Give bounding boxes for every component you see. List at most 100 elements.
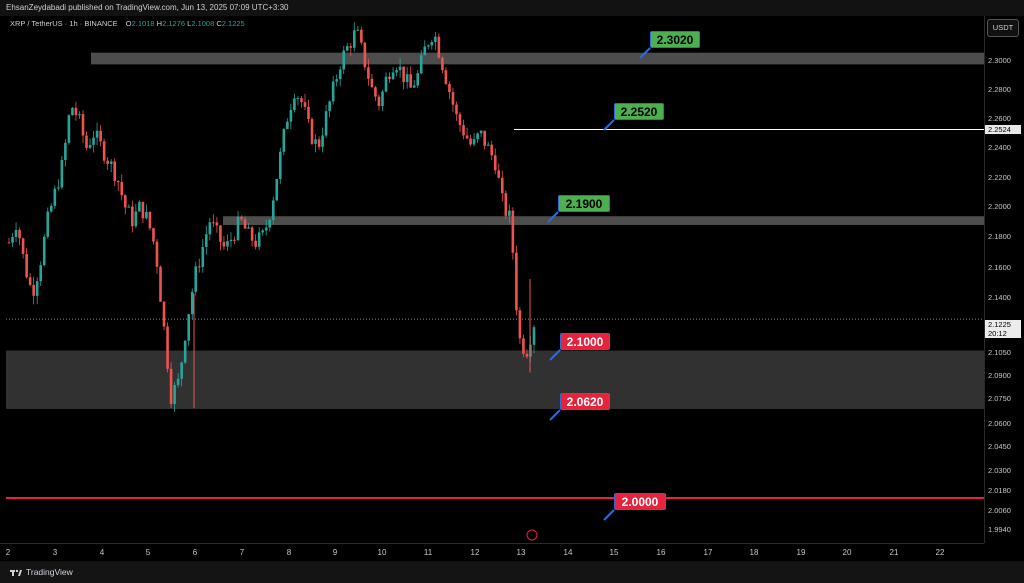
candle-body (261, 230, 264, 233)
time-tick: 13 (516, 548, 526, 557)
price-tick: 2.0180 (988, 486, 1011, 495)
time-tick: 5 (145, 548, 151, 557)
candle-body (525, 353, 529, 357)
candle-body (317, 139, 321, 147)
candle-body (208, 222, 212, 235)
candle-body (377, 96, 381, 106)
candle-body (384, 76, 388, 92)
candle-body (109, 161, 113, 164)
symbol-legend: XRP / TetherUS · 1h · BINANCE O2.1018 H2… (10, 19, 245, 28)
price-tick: 2.0300 (988, 466, 1011, 475)
candle-body (120, 182, 124, 196)
candle-body (32, 284, 35, 296)
candle-body (370, 78, 374, 88)
price-scale[interactable] (984, 16, 1024, 543)
candle-body (444, 70, 448, 85)
candle-body (28, 277, 32, 285)
candle-body (247, 227, 250, 229)
candle-body (289, 110, 293, 122)
price-tick: 2.1600 (988, 263, 1011, 272)
time-tick: 4 (99, 548, 105, 557)
candle-body (85, 135, 88, 148)
time-tick: 21 (889, 548, 899, 557)
candle-body (458, 114, 462, 126)
close-value: 2.1225 (221, 19, 245, 28)
candle-body (296, 98, 300, 100)
candle-body (402, 66, 405, 83)
time-scale[interactable]: 2 3 4 5 6 7 8 9 10 11 12 13 14 15 16 17 18 19 20 21 22 (0, 543, 984, 562)
candle-body (257, 232, 261, 247)
level-label-2.1000[interactable]: 2.1000 (560, 333, 610, 350)
level-label-2.0620[interactable]: 2.0620 (560, 393, 610, 410)
candle-body (243, 219, 247, 229)
level-label-2.3020[interactable]: 2.3020 (650, 31, 700, 48)
candle-body (233, 239, 236, 241)
candle-body (416, 73, 420, 86)
candle-body (194, 266, 198, 292)
candle-body (7, 242, 11, 244)
candle-body (78, 114, 81, 116)
flash-marker-icon (526, 529, 538, 541)
price-tick: 2.2600 (988, 114, 1011, 123)
candle-body (532, 327, 536, 345)
candle-body (391, 72, 395, 80)
candle-body (303, 102, 307, 107)
candle-body (250, 227, 254, 241)
candle-body (25, 253, 28, 278)
time-tick: 15 (609, 548, 619, 557)
price-tick: 2.3000 (988, 56, 1011, 65)
zone-1 (223, 216, 984, 225)
time-tick: 10 (377, 548, 387, 557)
candle-body (134, 211, 138, 227)
candle-body (500, 177, 504, 194)
candle-body (515, 252, 518, 311)
publisher-text: EhsanZeydabadi published on TradingView.… (6, 3, 289, 12)
candle-body (169, 368, 173, 404)
level-label-2.2520[interactable]: 2.2520 (614, 103, 664, 120)
candle-body (518, 310, 522, 339)
candle-body (508, 210, 511, 216)
candle-body (240, 216, 243, 220)
candle-body (448, 84, 451, 93)
candle-body (324, 111, 328, 136)
candle-body (123, 195, 127, 208)
time-tick: 14 (563, 548, 573, 557)
candle-body (49, 205, 53, 212)
candle-body (472, 139, 476, 145)
candle-body (497, 170, 501, 178)
candle-body (419, 55, 423, 74)
candle-body (190, 291, 194, 315)
time-tick: 8 (286, 548, 292, 557)
level-label-2.0000[interactable]: 2.0000 (614, 493, 666, 510)
candlestick-chart[interactable] (6, 16, 984, 543)
candle-body (148, 211, 152, 229)
candle-body (74, 107, 78, 116)
tradingview-brand[interactable]: TradingView (10, 561, 73, 583)
candle-body (522, 338, 525, 354)
candle-body (159, 266, 162, 302)
candle-body (222, 241, 226, 247)
symbol-name[interactable]: XRP / TetherUS · 1h · BINANCE (10, 19, 118, 28)
time-tick: 12 (470, 548, 480, 557)
candle-body (152, 228, 155, 242)
candle-body (53, 188, 57, 206)
candle-body (102, 141, 106, 161)
chart-canvas[interactable] (6, 16, 984, 543)
candle-body (99, 130, 102, 142)
level-label-2.1900[interactable]: 2.1900 (558, 195, 610, 212)
candle-body (486, 144, 490, 146)
candle-body (39, 265, 43, 282)
time-tick: 11 (423, 548, 433, 557)
candle-body (229, 239, 233, 242)
candle-body (300, 98, 303, 103)
low-label: L (187, 19, 192, 28)
candle-body (441, 57, 444, 71)
currency-button[interactable]: USDT (987, 19, 1019, 37)
bar-countdown: 20:12 (985, 329, 1021, 338)
candle-body (131, 206, 134, 227)
price-tick: 2.1400 (988, 293, 1011, 302)
candle-body (155, 241, 159, 267)
tradingview-logo-icon (10, 569, 22, 576)
candle-body (430, 41, 434, 46)
